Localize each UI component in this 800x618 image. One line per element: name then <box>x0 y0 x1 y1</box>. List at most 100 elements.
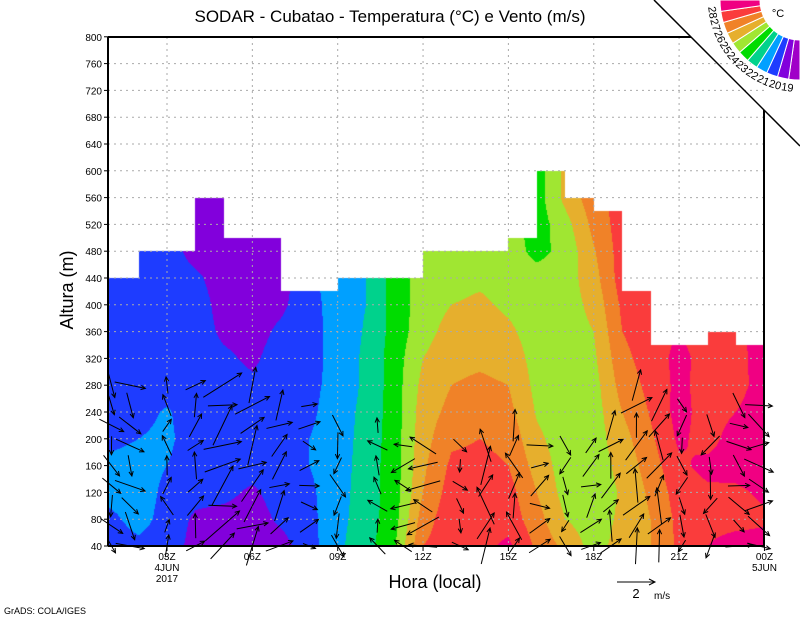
wind-arrow-head <box>512 408 518 415</box>
wind-arrow-head <box>708 469 714 476</box>
wind-arrow-shaft <box>526 444 553 447</box>
wind-arrow-head <box>375 517 381 524</box>
wind-arrow <box>274 489 286 522</box>
wind-arrow-head <box>236 439 243 446</box>
wind-arrow-shaft <box>708 456 713 475</box>
wind-arrow <box>679 437 685 455</box>
wind-arrow-shaft <box>367 440 388 451</box>
y-tick-label: 520 <box>85 220 102 231</box>
wind-arrow-shaft <box>530 475 549 497</box>
wind-arrow <box>392 442 413 448</box>
wind-arrow-head <box>634 526 640 533</box>
wind-arrow <box>582 453 600 477</box>
wind-arrow-head <box>476 486 482 493</box>
wind-arrow-shaft <box>676 414 688 436</box>
wind-arrow <box>529 517 551 534</box>
wind-arrow-shaft <box>373 477 382 495</box>
wind-arrow-head <box>198 495 205 501</box>
wind-arrow-shaft <box>733 519 745 533</box>
wind-arrow-shaft <box>121 497 139 515</box>
wind-arrow-shaft <box>479 429 492 462</box>
wind-arrow-shaft <box>164 519 170 533</box>
wind-arrow <box>646 452 673 479</box>
legend-level-label: 28 <box>705 6 719 20</box>
wind-arrow-head <box>613 499 620 505</box>
wind-arrow-head <box>161 393 167 400</box>
wind-arrow-shaft <box>241 469 264 502</box>
wind-arrow-head <box>374 416 380 423</box>
wind-arrow-shaft <box>727 484 750 487</box>
wind-arrow-head <box>235 458 242 464</box>
wind-arrow <box>302 440 317 451</box>
wind-arrow-head <box>662 388 668 395</box>
wind-arrow-head <box>114 470 121 477</box>
wind-arrow-shaft <box>505 452 524 479</box>
wind-arrow-head <box>512 492 518 499</box>
wind-arrow-head <box>130 534 136 541</box>
wind-arrow <box>102 477 122 495</box>
wind-arrow <box>185 380 207 391</box>
wind-arrow-shaft <box>100 517 123 534</box>
wind-arrow-shaft <box>203 372 242 398</box>
wind-arrow <box>212 404 233 446</box>
wind-arrow <box>729 422 749 430</box>
wind-arrow-head <box>681 406 688 413</box>
wind-arrow <box>373 476 382 495</box>
wind-arrow-head <box>166 418 172 425</box>
wind-arrow-shaft <box>476 487 495 525</box>
wind-arrow-shaft <box>390 502 416 510</box>
wind-arrow-shaft <box>405 480 441 492</box>
wind-arrow-head <box>287 539 294 545</box>
wind-arrow-shaft <box>118 416 142 435</box>
wind-arrow-head <box>594 453 600 460</box>
wind-arrow-shaft <box>726 440 752 451</box>
wind-arrow <box>114 479 147 493</box>
wind-arrow-shaft <box>207 404 238 407</box>
reference-unit: m/s <box>654 591 670 602</box>
wind-arrow-shaft <box>582 454 600 477</box>
wind-arrow-head <box>115 488 122 495</box>
wind-arrow-shaft <box>679 514 685 538</box>
wind-arrow <box>580 482 602 488</box>
wind-arrow <box>728 496 751 516</box>
y-tick-label: 280 <box>85 381 102 392</box>
wind-arrow-shaft <box>676 398 687 413</box>
chart-title: SODAR - Cubatao - Temperatura (°C) e Ven… <box>194 7 585 26</box>
wind-arrow-shaft <box>333 496 342 516</box>
wind-arrow-head <box>740 471 745 478</box>
wind-arrow-shaft <box>329 474 346 498</box>
wind-arrow <box>744 499 774 512</box>
wind-arrow-head <box>463 545 470 551</box>
wind-arrow-head <box>227 404 233 411</box>
wind-arrow <box>559 435 572 456</box>
wind-arrow-shaft <box>248 367 257 404</box>
wind-arrow <box>121 497 140 515</box>
wind-arrow-head <box>764 431 770 438</box>
wind-arrow-head <box>608 451 614 458</box>
wind-arrow-shaft <box>234 396 270 415</box>
wind-arrow <box>188 412 203 438</box>
wind-arrow-head <box>283 516 290 523</box>
wind-arrow <box>204 458 242 473</box>
wind-arrow-head <box>404 486 411 492</box>
legend-level-label: 21 <box>755 73 771 89</box>
wind-arrow <box>747 515 771 537</box>
wind-arrow-shaft <box>681 437 683 454</box>
wind-arrow-shaft <box>299 460 320 471</box>
y-tick-label: 800 <box>85 33 102 44</box>
wind-arrow-head <box>263 521 270 527</box>
wind-arrow-shaft <box>391 522 416 530</box>
wind-arrow-head <box>393 479 400 485</box>
wind-arrow <box>505 511 523 540</box>
wind-arrow-shaft <box>409 436 437 455</box>
y-tick-label: 480 <box>85 247 102 258</box>
wind-arrow-shaft <box>452 480 468 491</box>
wind-arrow-head <box>544 517 551 524</box>
wind-arrow <box>301 402 319 408</box>
wind-arrow-shaft <box>628 513 645 539</box>
y-tick-label: 760 <box>85 60 102 71</box>
wind-arrow-head <box>566 449 572 456</box>
wind-arrow-head <box>710 431 716 438</box>
wind-arrow-shaft <box>598 438 624 453</box>
